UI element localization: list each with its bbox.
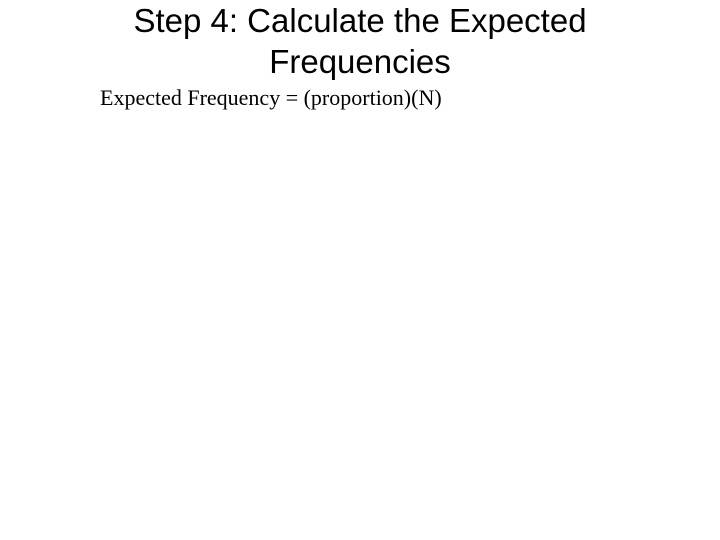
title-line-1: Step 4: Calculate the Expected [133, 2, 586, 39]
slide-title: Step 4: Calculate the Expected Frequenci… [0, 0, 720, 83]
title-line-2: Frequencies [269, 43, 451, 80]
slide-subtitle: Expected Frequency = (proportion)(N) [0, 83, 720, 111]
